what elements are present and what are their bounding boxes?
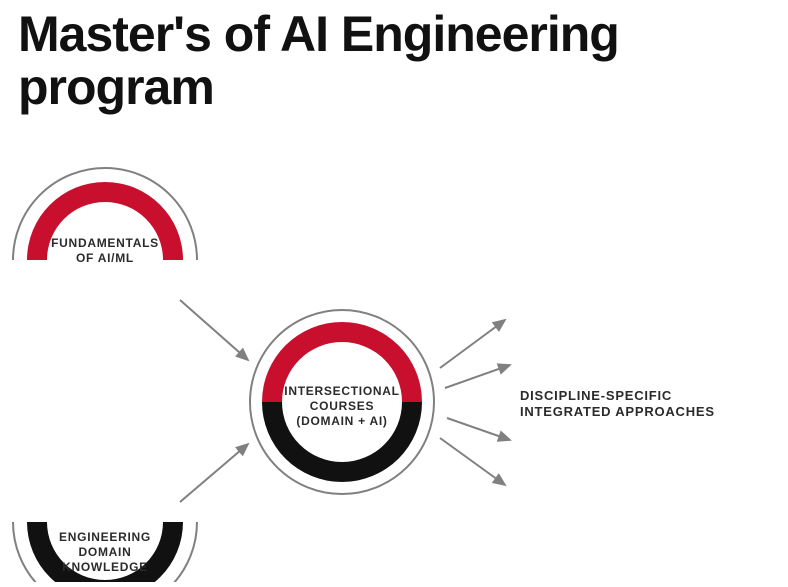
bottom-input-label: ENGINEERINGDOMAINKNOWLEDGE [0,530,225,575]
top-input-label: FUNDAMENTALSOF AI/ML [0,236,225,266]
page-title: Master's of AI Engineering program [18,8,758,113]
program-diagram: FUNDAMENTALSOF AI/ML ENGINEERINGDOMAINKN… [0,150,788,582]
diagram-svg [0,150,788,582]
center-node-label: INTERSECTIONALCOURSES(DOMAIN + AI) [222,384,462,429]
output-label: DISCIPLINE-SPECIFICINTEGRATED APPROACHES [520,388,760,421]
